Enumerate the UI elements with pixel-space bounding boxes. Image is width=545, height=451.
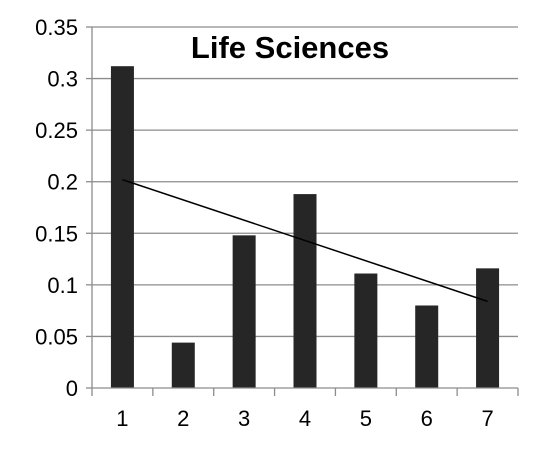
bar-7 xyxy=(476,268,500,388)
y-axis-tick-labels: 0 0.05 0.1 0.15 0.2 0.25 0.3 0.35 xyxy=(35,15,78,401)
y-tick-label: 0.25 xyxy=(35,118,78,143)
x-tick-label: 1 xyxy=(116,406,128,431)
y-tick-label: 0.1 xyxy=(47,273,78,298)
trendline-group xyxy=(122,178,488,303)
y-tick-label: 0.2 xyxy=(47,170,78,195)
trendline xyxy=(122,178,488,303)
chart-title: Life Sciences xyxy=(191,30,389,65)
x-axis-tick-labels: 1 2 3 4 5 6 7 xyxy=(116,406,493,431)
y-tick-label: 0.05 xyxy=(35,324,78,349)
bar-3 xyxy=(232,235,256,388)
bar-1 xyxy=(110,66,134,389)
y-tick-label: 0 xyxy=(66,376,78,401)
bar-6 xyxy=(415,305,439,388)
axes xyxy=(86,26,519,396)
y-tick-label: 0.35 xyxy=(35,15,78,40)
y-tick-label: 0.3 xyxy=(47,67,78,92)
x-tick-label: 4 xyxy=(299,406,311,431)
x-tick-label: 3 xyxy=(238,406,250,431)
y-tick-label: 0.15 xyxy=(35,221,78,246)
x-tick-label: 5 xyxy=(360,406,372,431)
bars xyxy=(110,66,500,389)
bar-5 xyxy=(354,273,378,388)
x-tick-label: 7 xyxy=(481,406,493,431)
bar-2 xyxy=(171,342,195,388)
x-tick-label: 2 xyxy=(177,406,189,431)
bar-4 xyxy=(293,194,317,388)
x-tick-label: 6 xyxy=(421,406,433,431)
